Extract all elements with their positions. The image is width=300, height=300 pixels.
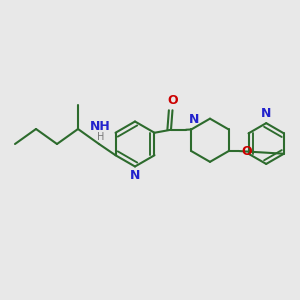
Text: NH: NH <box>90 121 111 134</box>
Text: N: N <box>130 169 140 182</box>
Text: N: N <box>261 107 272 120</box>
Text: O: O <box>242 145 252 158</box>
Text: N: N <box>188 113 199 126</box>
Text: H: H <box>98 133 105 142</box>
Text: O: O <box>167 94 178 107</box>
